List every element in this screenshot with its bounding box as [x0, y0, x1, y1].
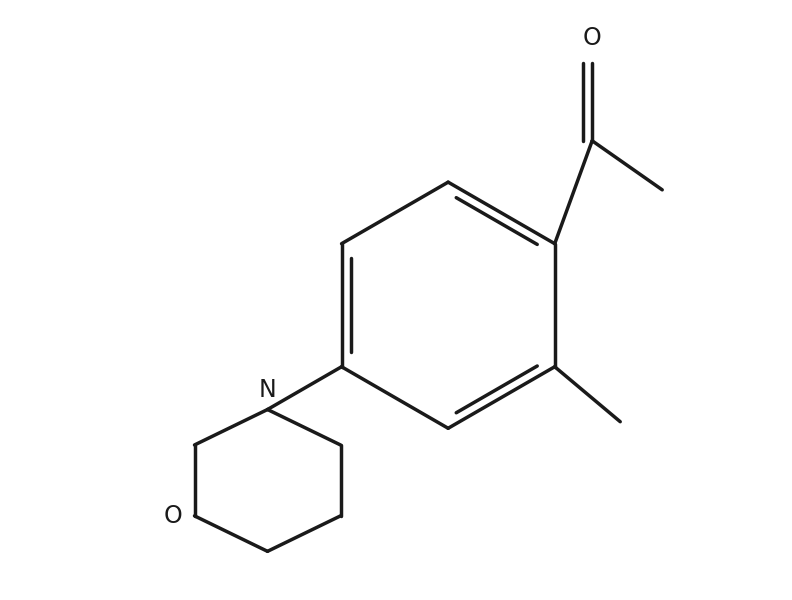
Text: O: O	[583, 26, 602, 50]
Text: O: O	[163, 504, 182, 528]
Text: N: N	[259, 378, 276, 402]
